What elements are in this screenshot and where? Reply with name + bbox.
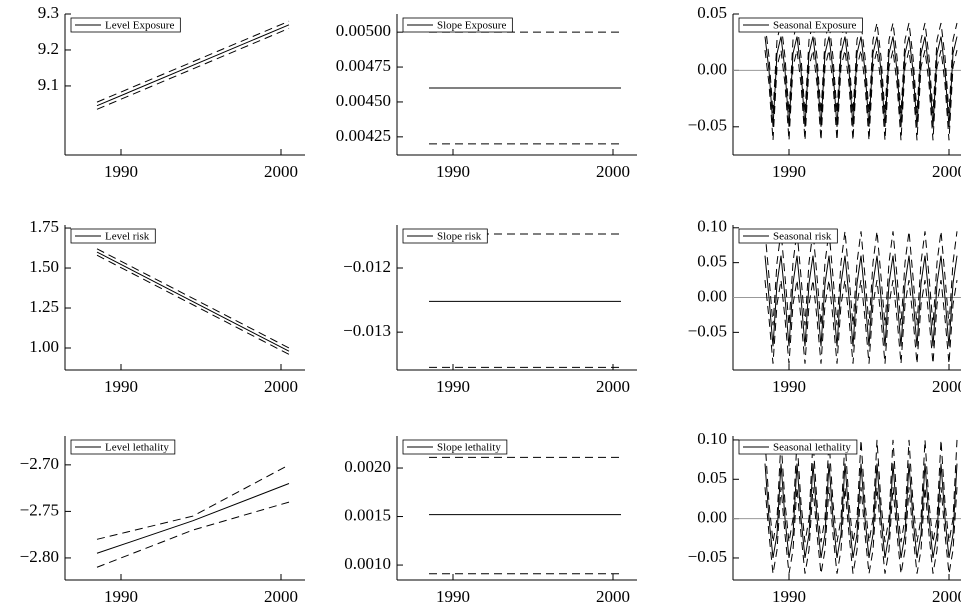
y-tick-label: 0.05	[697, 252, 727, 271]
panel: −0.05 0.00 0.05 0.10 1990 2000 Seasonal risk	[688, 217, 961, 396]
y-tick-label: 0.00	[697, 508, 727, 527]
legend-box	[402, 17, 513, 33]
band-line	[96, 501, 290, 568]
panel: 1.00 1.25 1.50 1.75 1990 2000 Level risk	[29, 217, 305, 396]
legend-label: Slope risk	[437, 231, 482, 243]
y-tick-label: −0.05	[688, 116, 727, 135]
band-line	[96, 27, 290, 110]
x-tick-label: 1990	[772, 587, 806, 606]
y-tick-label: −2.75	[20, 500, 59, 519]
legend-label: Seasonal risk	[773, 231, 832, 243]
panel: −2.80 −2.75 −2.70 1990 2000 Level lethality	[20, 436, 305, 606]
x-tick-label: 2000	[596, 162, 630, 181]
band-line	[764, 22, 958, 114]
y-tick-label: −0.013	[343, 321, 391, 340]
legend-label: Seasonal Exposure	[773, 20, 857, 32]
y-tick-label: 9.3	[38, 3, 59, 22]
legend-label: Slope lethality	[437, 442, 501, 454]
x-tick-label: 1990	[104, 377, 138, 396]
legend-label: Level Exposure	[105, 20, 174, 32]
x-tick-label: 2000	[264, 377, 298, 396]
legend-box	[738, 17, 863, 33]
x-tick-label: 2000	[596, 587, 630, 606]
legend-box	[70, 17, 181, 33]
series-line	[764, 463, 958, 559]
y-tick-label: 0.00	[697, 286, 727, 305]
panel: −0.013 −0.012 1990 2000 Slope risk	[343, 225, 637, 396]
series-line	[764, 255, 958, 347]
y-tick-label: 9.2	[38, 39, 59, 58]
y-tick-label: −2.70	[20, 454, 59, 473]
y-tick-label: 1.00	[29, 337, 59, 356]
y-tick-label: 0.00475	[336, 56, 391, 75]
y-tick-label: 0.10	[697, 217, 727, 236]
band-line	[96, 254, 290, 355]
legend-box	[402, 228, 488, 244]
legend-box	[738, 228, 838, 244]
y-tick-label: −0.05	[688, 547, 727, 566]
x-tick-label: 1990	[104, 162, 138, 181]
y-tick-label: −0.012	[343, 257, 391, 276]
panel: −0.05 0.00 0.05 1990 2000 Seasonal Exposure	[688, 3, 961, 181]
panel: −0.05 0.00 0.05 0.10 1990 2000 Seasonal lethal…	[688, 429, 961, 606]
band-line	[96, 248, 290, 349]
x-tick-label: 2000	[264, 587, 298, 606]
series-line	[96, 251, 290, 352]
y-tick-label: 1.75	[29, 217, 59, 236]
band-line	[96, 464, 290, 540]
x-tick-label: 1990	[436, 587, 470, 606]
y-tick-label: 1.25	[29, 297, 59, 316]
y-tick-label: 0.00450	[336, 91, 391, 110]
x-tick-label: 1990	[772, 377, 806, 396]
series-line	[764, 36, 958, 127]
y-tick-label: 0.0010	[344, 554, 391, 573]
y-tick-label: 1.50	[29, 257, 59, 276]
panel: 9.1 9.2 9.3 1990 2000 Level Exposure	[38, 3, 305, 181]
x-tick-label: 1990	[104, 587, 138, 606]
y-tick-label: 0.05	[697, 468, 727, 487]
y-tick-label: 0.00425	[336, 126, 391, 145]
x-tick-label: 2000	[932, 162, 961, 181]
y-tick-label: 0.00500	[336, 21, 391, 40]
x-tick-label: 1990	[436, 377, 470, 396]
y-tick-label: 9.1	[38, 75, 59, 94]
band-line	[764, 487, 958, 574]
y-tick-label: 0.0015	[344, 505, 391, 524]
y-tick-label: 0.00	[697, 59, 727, 78]
panel: 0.00425 0.00450 0.00475 0.00500 1990 2000 Slop…	[336, 14, 637, 181]
y-tick-label: 0.0020	[344, 457, 391, 476]
band-line	[96, 20, 290, 103]
x-tick-label: 2000	[932, 377, 961, 396]
legend-label: Level risk	[105, 231, 150, 243]
legend-box	[402, 439, 508, 455]
x-tick-label: 2000	[264, 162, 298, 181]
x-tick-label: 1990	[772, 162, 806, 181]
legend-label: Slope Exposure	[437, 20, 506, 32]
x-tick-label: 2000	[932, 587, 961, 606]
y-tick-label: −0.05	[688, 321, 727, 340]
series-line	[96, 24, 290, 107]
legend-box	[70, 439, 176, 455]
y-tick-label: 0.10	[697, 429, 727, 448]
legend-box	[70, 228, 156, 244]
band-line	[764, 279, 958, 364]
band-line	[764, 49, 958, 141]
legend-label: Seasonal lethality	[773, 442, 851, 454]
y-tick-label: −2.80	[20, 547, 59, 566]
legend-box	[738, 439, 858, 455]
legend-label: Level lethality	[105, 442, 169, 454]
panel: 0.0010 0.0015 0.0020 1990 2000 Slope lethalit…	[344, 436, 637, 606]
y-tick-label: 0.05	[697, 3, 727, 22]
x-tick-label: 1990	[436, 162, 470, 181]
x-tick-label: 2000	[596, 377, 630, 396]
series-line	[96, 483, 290, 554]
